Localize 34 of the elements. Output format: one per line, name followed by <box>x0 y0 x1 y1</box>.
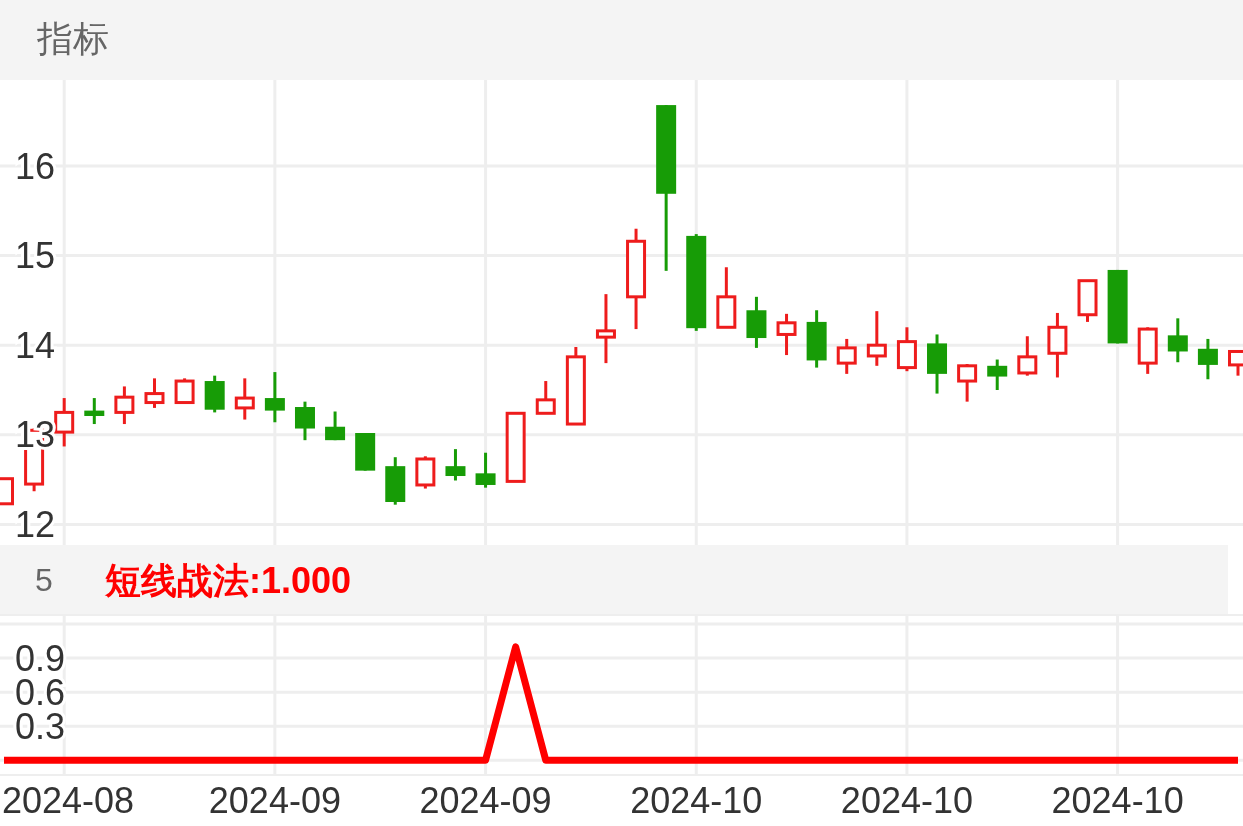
candlestick <box>987 359 1008 390</box>
candlestick <box>445 449 466 481</box>
candlestick <box>595 294 616 365</box>
text: 5 <box>35 562 53 598</box>
candlestick <box>84 398 105 426</box>
x-tick-label: 2024-10 <box>630 779 763 821</box>
candlestick <box>535 381 556 415</box>
candlestick <box>294 401 315 442</box>
chart-title: 指标 <box>36 17 109 59</box>
candlestick <box>54 398 75 447</box>
candlestick <box>836 337 857 374</box>
candlestick <box>776 312 797 357</box>
candlestick <box>264 372 285 423</box>
candlestick <box>866 311 887 366</box>
x-tick-label: 2024-10 <box>1051 779 1184 821</box>
candlestick <box>234 378 255 420</box>
candlestick <box>144 378 165 408</box>
candlestick <box>1197 337 1218 380</box>
y-tick-label: 14 <box>15 324 56 366</box>
y-tick-label: 16 <box>15 145 56 187</box>
candlestick <box>174 378 195 405</box>
x-tick-label: 2024-09 <box>419 779 552 821</box>
chart-title: 短线战法:1.000 <box>104 559 352 601</box>
x-tick-label: 2024-10 <box>840 779 973 821</box>
candlestick <box>325 411 346 442</box>
candlestick <box>475 452 496 488</box>
x-tick-label: 2024-09 <box>208 779 341 821</box>
y-tick-label: 12 <box>15 503 56 545</box>
candlestick <box>1017 336 1038 376</box>
y-tick-label: 15 <box>15 235 56 277</box>
candlestick <box>1167 318 1188 364</box>
candlestick <box>957 364 978 402</box>
x-tick-label: 2024-08 <box>1 779 135 821</box>
candlestick <box>114 386 135 426</box>
